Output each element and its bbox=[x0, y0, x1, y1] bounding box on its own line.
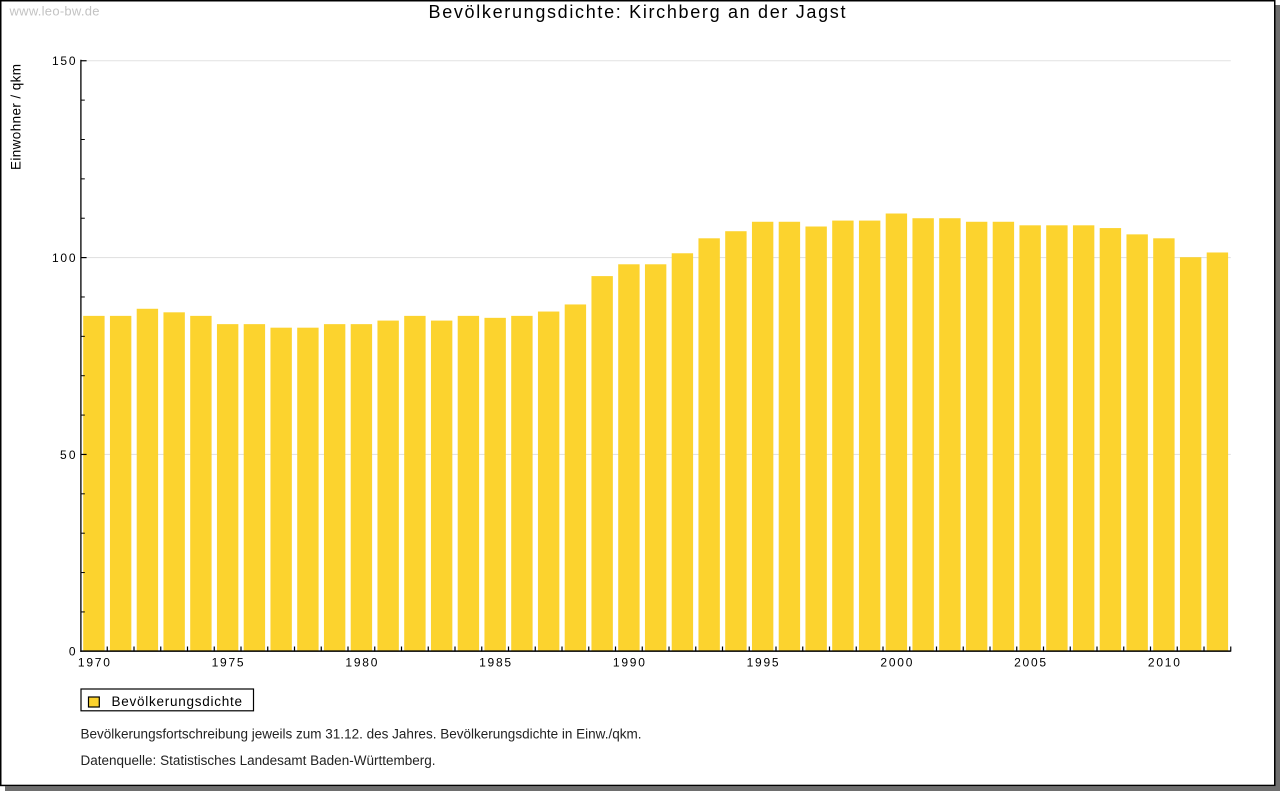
svg-text:Datenquelle: Statistisches Lan: Datenquelle: Statistisches Landesamt Bad… bbox=[81, 753, 436, 768]
svg-text:1980: 1980 bbox=[345, 655, 377, 669]
svg-text:1985: 1985 bbox=[479, 655, 511, 669]
svg-text:2010: 2010 bbox=[1148, 655, 1180, 669]
svg-text:1975: 1975 bbox=[212, 655, 244, 669]
svg-text:1995: 1995 bbox=[747, 655, 779, 669]
svg-text:1970: 1970 bbox=[78, 655, 110, 669]
svg-text:Einwohner / qkm: Einwohner / qkm bbox=[9, 64, 24, 170]
svg-text:www.leo-bw.de: www.leo-bw.de bbox=[9, 4, 100, 19]
svg-text:150: 150 bbox=[52, 54, 76, 68]
svg-text:1990: 1990 bbox=[613, 655, 645, 669]
svg-text:Bevölkerungsfortschreibung jew: Bevölkerungsfortschreibung jeweils zum 3… bbox=[81, 726, 642, 741]
svg-text:100: 100 bbox=[52, 251, 76, 265]
svg-text:50: 50 bbox=[60, 448, 76, 462]
svg-text:Bevölkerungsdichte: Kirchberg: Bevölkerungsdichte: Kirchberg an der Jag… bbox=[429, 2, 846, 22]
svg-text:0: 0 bbox=[69, 645, 76, 659]
svg-text:Bevölkerungsdichte: Bevölkerungsdichte bbox=[112, 694, 243, 709]
svg-text:2005: 2005 bbox=[1014, 655, 1046, 669]
svg-text:2000: 2000 bbox=[880, 655, 912, 669]
